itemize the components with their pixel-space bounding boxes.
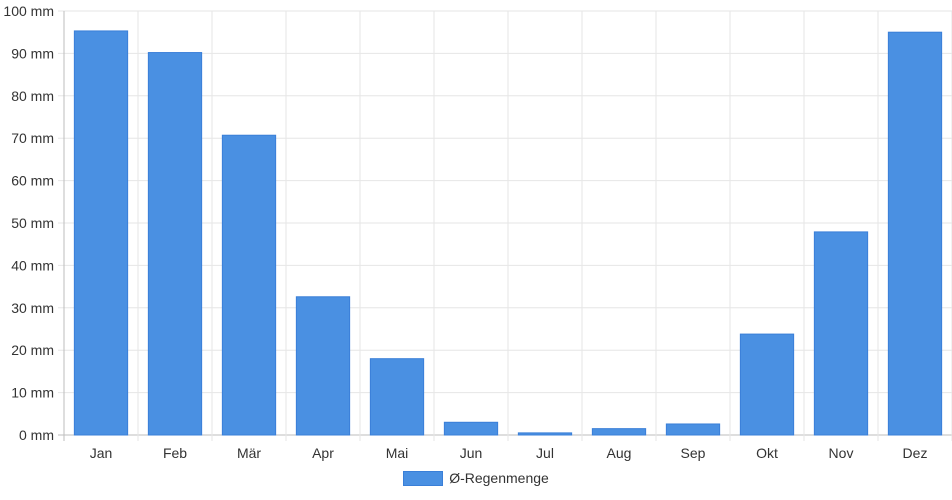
y-tick-label: 100 mm [3, 3, 54, 19]
bar-mai[interactable] [369, 358, 425, 436]
x-tick-label: Mai [386, 445, 409, 461]
y-tick-label: 50 mm [11, 215, 54, 231]
bar-feb[interactable] [147, 52, 203, 436]
y-tick-label: 60 mm [11, 173, 54, 189]
x-axis-ticks: Jan Feb Mär Apr Mai Jun Jul Aug Sep Okt Nov Dez [90, 445, 928, 461]
bar-sep[interactable] [665, 423, 721, 436]
y-axis-ticks: 0 mm 10 mm 20 mm 30 mm 40 mm 50 mm 60 mm 70 mm 8… [3, 3, 54, 443]
x-tick-label: Mär [237, 445, 261, 461]
grid-lines [58, 10, 952, 441]
x-tick-label: Feb [163, 445, 187, 461]
y-tick-label: 80 mm [11, 88, 54, 104]
x-tick-label: Sep [681, 445, 706, 461]
y-tick-label: 30 mm [11, 300, 54, 316]
bar-jan[interactable] [73, 30, 129, 436]
bar-dez[interactable] [887, 31, 943, 436]
x-tick-label: Jun [460, 445, 483, 461]
y-tick-label: 90 mm [11, 45, 54, 61]
y-tick-label: 20 mm [11, 342, 54, 358]
legend-label: Ø-Regenmenge [449, 470, 549, 486]
x-tick-label: Jan [90, 445, 113, 461]
bar-jun[interactable] [443, 421, 499, 436]
y-tick-label: 40 mm [11, 257, 54, 273]
x-tick-label: Jul [536, 445, 554, 461]
x-tick-label: Apr [312, 445, 334, 461]
bar-jul[interactable] [517, 432, 573, 436]
y-tick-label: 70 mm [11, 130, 54, 146]
legend-swatch [403, 470, 444, 486]
bar-apr[interactable] [295, 296, 351, 436]
bar-aug[interactable] [591, 428, 647, 436]
y-tick-label: 10 mm [11, 385, 54, 401]
y-tick-label: 0 mm [19, 427, 54, 443]
bar-okt[interactable] [739, 333, 795, 436]
legend[interactable]: Ø-Regenmenge [0, 470, 952, 486]
bar-nov[interactable] [813, 231, 869, 436]
x-tick-label: Okt [756, 445, 778, 461]
x-tick-label: Aug [607, 445, 632, 461]
x-tick-label: Dez [903, 445, 928, 461]
bar-mär[interactable] [221, 134, 277, 436]
x-tick-label: Nov [829, 445, 854, 461]
bars [73, 30, 943, 436]
